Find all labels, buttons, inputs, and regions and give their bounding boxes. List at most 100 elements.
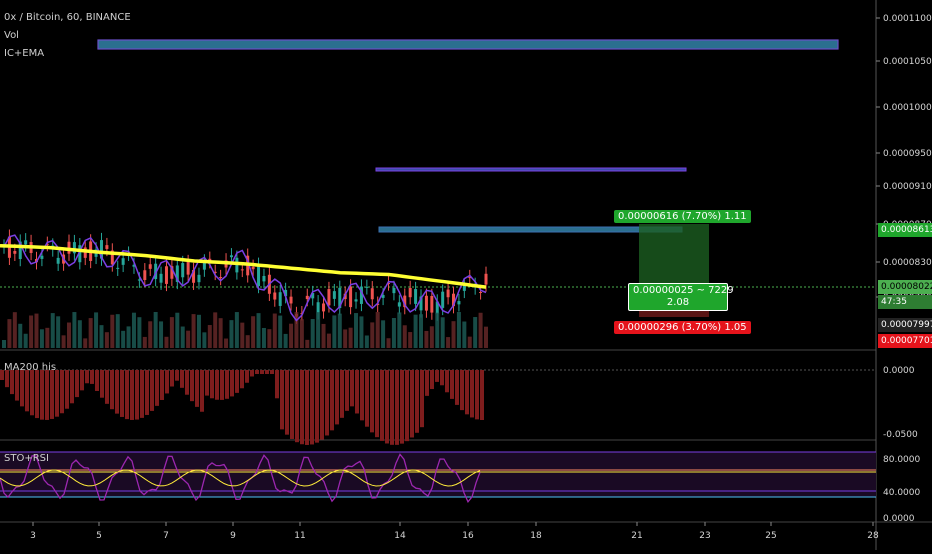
ma200-hist-bar [325,370,329,436]
ma200-hist-bar [265,370,269,374]
ma200-hist-bar [310,370,314,445]
volume-bar [424,330,429,348]
ma200-hist-bar [430,370,434,390]
chart-title: 0x / Bitcoin, 60, BINANCE [4,12,131,23]
ma200-hist-bar [185,370,189,395]
ma200-hist-bar [370,370,374,433]
ma200-hist-bar [175,370,179,381]
candle-body [278,292,282,306]
candle-body [83,247,87,258]
ma200-hist-bar [415,370,419,433]
current-price-tag: 0.00008022 [878,280,932,294]
ma200-hist-bar [130,370,134,420]
volume-bar [462,321,467,348]
candle-body [143,270,147,281]
volume-bar [337,313,342,348]
ma200-hist-bar [425,370,429,396]
ma200-hist-bar [230,370,234,397]
ma200-hist-bar [480,370,484,420]
sto-rsi-label: STO+RSI [4,453,49,464]
volume-bar [429,326,434,348]
candle-body [338,287,342,309]
volume-bar [66,322,71,348]
volume-bar [251,316,256,348]
ma200-hist-bar [450,370,454,399]
volume-bar [240,322,245,348]
candle-body [45,243,49,245]
candle-body [154,263,158,280]
candle-body [316,302,320,313]
position-badge[interactable]: 0.00000025 ~ 7229 2.08 [628,283,734,311]
ma200-hist-bar [155,370,159,406]
ma200-hist-bar [10,370,14,395]
stoch-line [0,453,481,504]
volume-bar [359,316,364,348]
volume-bar [261,327,266,348]
volume-bar [180,326,185,348]
target-badge[interactable]: 0.00000616 (7.70%) 1.11 [614,210,751,223]
date-tick-label: 5 [96,531,102,541]
candle-body [197,274,201,283]
volume-bar [283,333,288,348]
volume-bar [88,318,93,348]
ma200-hist-bar [470,370,474,418]
ma200-hist-bar [110,370,114,410]
candle-body [284,289,288,297]
candle-body [370,288,374,300]
candle-body [359,286,363,304]
candle-body [186,262,190,275]
candle-body [24,240,28,245]
ma200-hist-bar [70,370,74,404]
level-zone [375,167,687,172]
ma200-hist-bar [80,370,84,391]
candle-body [121,258,125,265]
level-zone [378,226,683,233]
volume-bar [83,338,88,348]
ma200-hist-bar [320,370,324,440]
ma200-hist-bar [260,370,264,374]
ma200-hist-bar [245,370,249,383]
candle-body [354,299,358,302]
ma200-hist-bar [45,370,49,420]
volume-bar [148,321,153,348]
ma200-hist-bar [435,370,439,382]
ma200-hist-bar [420,370,424,428]
ma200-hist-bar [120,370,124,417]
volume-bar [484,326,488,348]
volume-bar [310,319,315,348]
volume-bar [299,319,304,348]
volume-bar [343,329,348,348]
candle-body [479,291,483,293]
candle-body [322,303,326,312]
candle-body [116,267,120,269]
candle-body [403,295,407,308]
volume-bar [169,317,174,348]
volume-bar [305,339,310,348]
stop-badge[interactable]: 0.00000296 (3.70%) 1.05 [614,321,751,334]
volume-bar [478,312,483,348]
candle-body [365,286,369,288]
ma200-hist-bar [210,370,214,399]
ma200-hist-bar [360,370,364,421]
candle-body [441,291,445,308]
ma200-hist-bar [280,370,284,430]
ma200-hist-bar [220,370,224,400]
volume-bar [408,332,413,348]
ma200-hist-bar [85,370,89,384]
volume-bar [196,314,201,348]
rsi-line [0,469,481,487]
volume-bar [175,312,180,348]
volume-bar [7,319,12,348]
sto-band [0,452,876,497]
ma200-hist-bar [105,370,109,404]
volume-bar [224,338,229,348]
ma200-hist-bar [340,370,344,418]
ma200-hist-bar [355,370,359,414]
volume-bar [39,329,44,348]
volume-bar [29,315,34,348]
ma200-hist-bar [395,370,399,445]
price-tick-label: 0.00009100 [883,182,932,192]
candle-body [110,250,114,265]
candle-body [99,240,103,259]
